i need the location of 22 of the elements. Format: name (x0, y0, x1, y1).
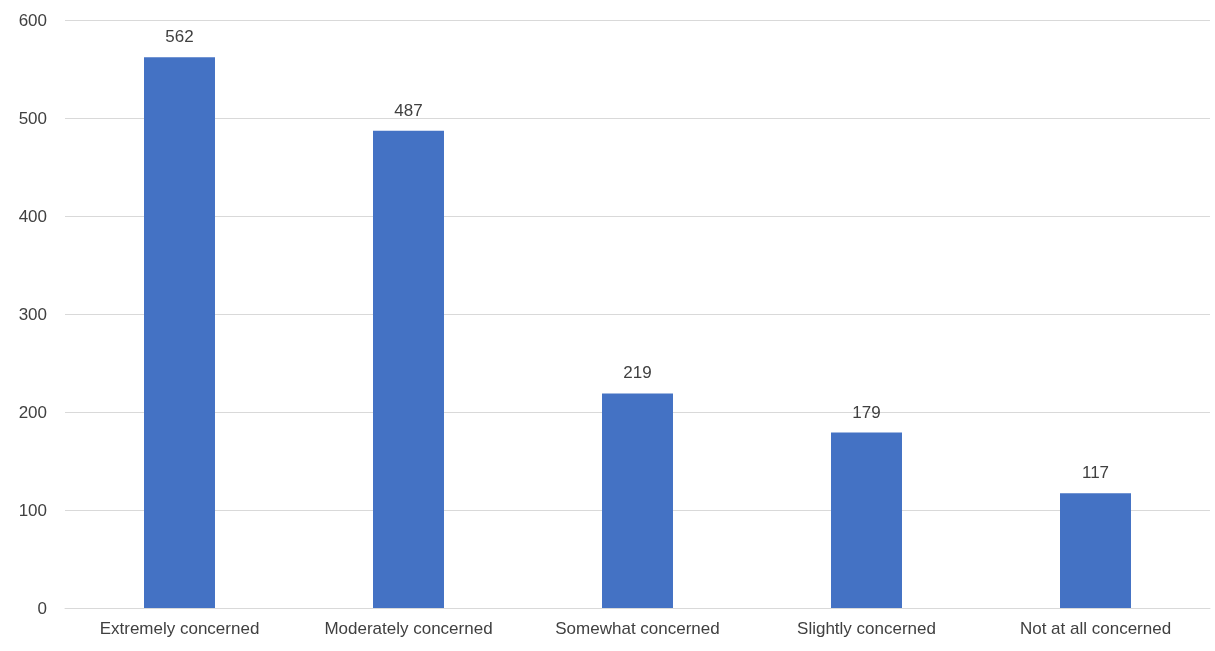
bar (1060, 493, 1131, 608)
bar (602, 393, 673, 608)
y-tick-label: 500 (18, 108, 47, 128)
y-tick-label: 0 (37, 598, 47, 618)
data-label: 117 (1081, 463, 1110, 483)
y-tick-label: 100 (18, 500, 47, 520)
bar (831, 432, 902, 608)
x-tick-label: Moderately concerned (324, 619, 493, 638)
data-label: 562 (165, 27, 194, 47)
x-tick-label: Slightly concerned (797, 619, 936, 638)
x-tick-label: Somewhat concerned (555, 619, 720, 638)
data-label: 487 (394, 100, 423, 120)
y-tick-label: 600 (18, 10, 47, 30)
data-label: 179 (852, 402, 881, 422)
bar (144, 57, 215, 608)
y-tick-label: 400 (18, 206, 47, 226)
x-tick-label: Not at all concerned (1019, 619, 1172, 638)
bar (373, 130, 444, 608)
y-tick-label: 300 (18, 304, 47, 324)
y-tick-label: 200 (18, 402, 47, 422)
data-label: 219 (623, 363, 652, 383)
x-tick-label: Extremely concerned (99, 619, 260, 638)
